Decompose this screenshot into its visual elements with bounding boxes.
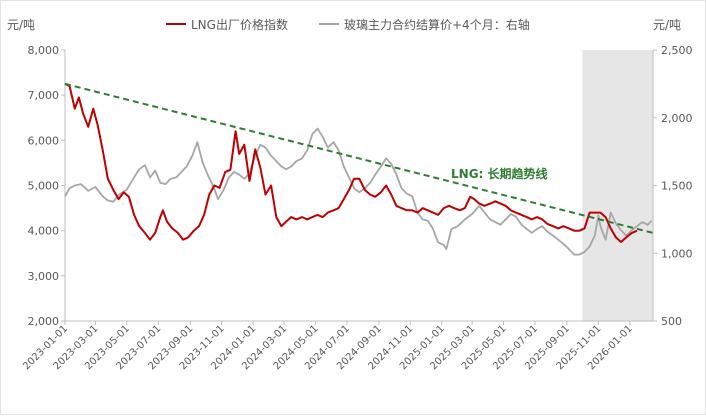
legend-label: 玻璃主力合约结算价+4个月：右轴 [344, 17, 530, 32]
legend-label: LNG出厂价格指数 [191, 17, 288, 32]
left-axis-tick-label: 4,000 [28, 225, 60, 238]
left-axis-tick-label: 2,000 [28, 315, 60, 328]
trendline-label: LNG: 长期趋势线 [451, 166, 548, 181]
lng-long-term-trendline [64, 82, 654, 234]
left-axis-tick-label: 6,000 [28, 134, 60, 147]
glass-futures-series-line [64, 127, 653, 256]
lng-price-index-series-line [64, 82, 638, 243]
forecast-shaded-region [582, 50, 653, 321]
left-axis-tick-label: 5,000 [28, 180, 60, 193]
right-axis-tick-label: 1,000 [661, 247, 693, 260]
right-axis-tick-label: 2,500 [661, 44, 693, 57]
right-axis-tick-label: 500 [661, 315, 682, 328]
left-axis-unit-label: 元/吨 [7, 18, 35, 32]
right-axis-tick-label: 2,000 [661, 112, 693, 125]
left-axis-tick-label: 7,000 [28, 89, 60, 102]
left-axis-tick-label: 8,000 [28, 44, 60, 57]
right-axis-unit-label: 元/吨 [653, 18, 681, 32]
left-axis-tick-label: 3,000 [28, 270, 60, 283]
right-axis-tick-label: 1,500 [661, 180, 693, 193]
